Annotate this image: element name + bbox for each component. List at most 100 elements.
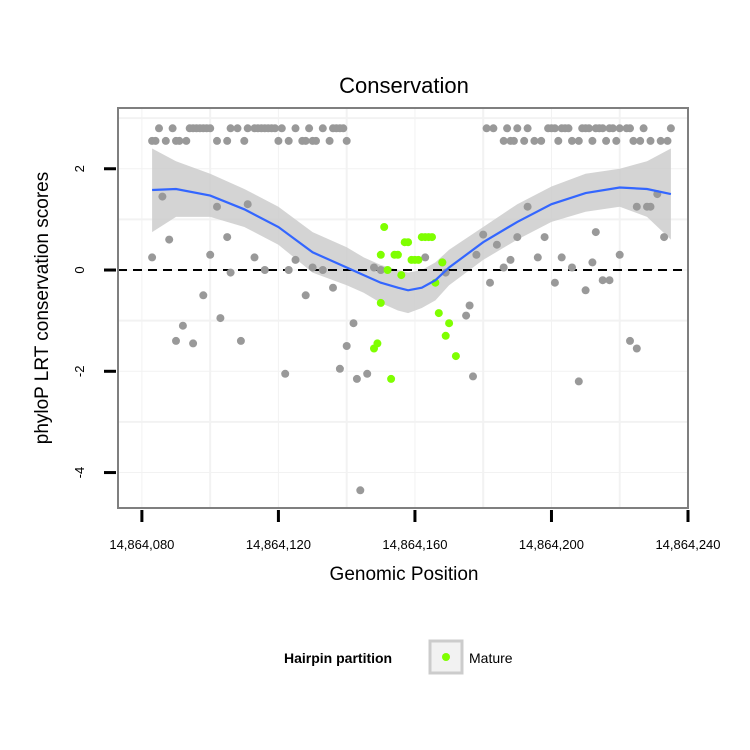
x-tick-label: 14,864,120 <box>246 537 311 552</box>
data-point-other <box>503 124 512 133</box>
x-axis-title: Genomic Position <box>330 564 479 585</box>
data-point-other <box>271 124 279 133</box>
data-point-other <box>291 124 300 133</box>
data-point-other <box>612 136 621 145</box>
plot-border <box>117 107 689 509</box>
data-point-mature <box>376 250 385 259</box>
data-point-other <box>161 136 170 145</box>
data-point-other <box>629 136 638 145</box>
data-point-other <box>588 136 597 145</box>
y-tick-label: -4 <box>72 467 87 479</box>
data-point-mature <box>387 374 396 383</box>
data-point-other <box>216 314 225 323</box>
data-point-other <box>465 301 474 310</box>
data-point-other <box>479 230 488 239</box>
data-point-other <box>226 124 235 133</box>
data-point-other <box>240 136 249 145</box>
legend-title: Hairpin partition <box>284 650 392 666</box>
data-point-mature <box>393 250 402 259</box>
data-point-mature <box>414 255 423 264</box>
data-point-mature <box>404 238 413 247</box>
data-point-other <box>182 136 191 145</box>
data-point-other <box>349 319 358 328</box>
data-point-other <box>250 253 259 262</box>
data-point-other <box>646 202 655 211</box>
smooth-line-layer <box>152 186 672 292</box>
data-point-other <box>339 124 348 133</box>
data-point-other <box>636 136 645 145</box>
data-point-other <box>602 136 611 145</box>
data-point-other <box>148 253 157 262</box>
data-point-other <box>233 124 242 133</box>
y-tick-label: 2 <box>72 165 87 172</box>
x-tick-label: 14,864,080 <box>109 537 174 552</box>
data-point-other <box>574 377 583 386</box>
data-point-other <box>284 136 293 145</box>
x-tick-label: 14,864,160 <box>382 537 447 552</box>
data-point-other <box>663 136 672 145</box>
data-point-other <box>605 276 614 285</box>
data-point-mature <box>397 271 406 280</box>
data-point-other <box>499 263 508 272</box>
data-point-other <box>588 258 597 267</box>
data-point-other <box>513 233 522 242</box>
data-point-other <box>660 233 669 242</box>
data-point-other <box>608 124 617 133</box>
data-point-other <box>308 263 317 272</box>
data-point-other <box>305 124 314 133</box>
points-layer <box>148 124 675 495</box>
data-point-other <box>482 124 491 133</box>
data-point-other <box>376 266 385 274</box>
data-point-other <box>312 136 320 145</box>
y-axis-title: phyloP LRT conservation scores <box>32 172 53 445</box>
data-point-other <box>557 253 566 262</box>
data-point-other <box>223 233 232 242</box>
data-point-other <box>155 124 163 133</box>
data-point-mature <box>376 298 385 307</box>
confidence-band <box>152 148 671 314</box>
y-axis: 2 0 -2 -4 <box>72 165 116 478</box>
chart-title: Conservation <box>339 73 469 98</box>
data-point-other <box>168 124 177 133</box>
data-point-other <box>499 136 508 145</box>
data-point-other <box>165 235 174 244</box>
data-point-other <box>277 124 286 133</box>
data-point-other <box>421 253 430 262</box>
y-tick-label: 0 <box>72 266 87 273</box>
data-point-other <box>581 286 590 295</box>
data-point-other <box>342 136 351 145</box>
data-point-other <box>236 336 245 345</box>
data-point-other <box>666 124 675 133</box>
data-point-other <box>301 136 310 145</box>
data-point-other <box>574 136 583 145</box>
data-point-other <box>172 336 180 345</box>
data-point-other <box>568 136 576 145</box>
data-point-other <box>189 339 198 348</box>
x-tick-label: 14,864,200 <box>519 537 584 552</box>
data-point-other <box>520 136 529 145</box>
data-point-other <box>318 266 327 274</box>
data-point-mature <box>383 266 392 274</box>
data-point-other <box>281 369 290 378</box>
data-point-mature <box>434 309 443 318</box>
data-point-other <box>284 266 293 274</box>
data-point-other <box>356 486 365 495</box>
x-tick-label: 14,864,240 <box>655 537 720 552</box>
data-point-other <box>325 136 334 145</box>
data-point-other <box>370 263 378 272</box>
data-point-other <box>178 321 187 330</box>
data-point-mature <box>441 331 450 340</box>
data-point-other <box>175 136 184 145</box>
data-point-mature <box>380 223 389 231</box>
data-point-other <box>533 253 542 262</box>
y-tick-label: -2 <box>72 366 87 378</box>
data-point-other <box>213 136 221 145</box>
data-point-other <box>550 124 559 133</box>
data-point-other <box>243 200 252 209</box>
data-point-other <box>492 240 501 249</box>
data-point-other <box>523 124 532 133</box>
data-point-other <box>537 136 546 145</box>
data-point-other <box>489 124 498 133</box>
